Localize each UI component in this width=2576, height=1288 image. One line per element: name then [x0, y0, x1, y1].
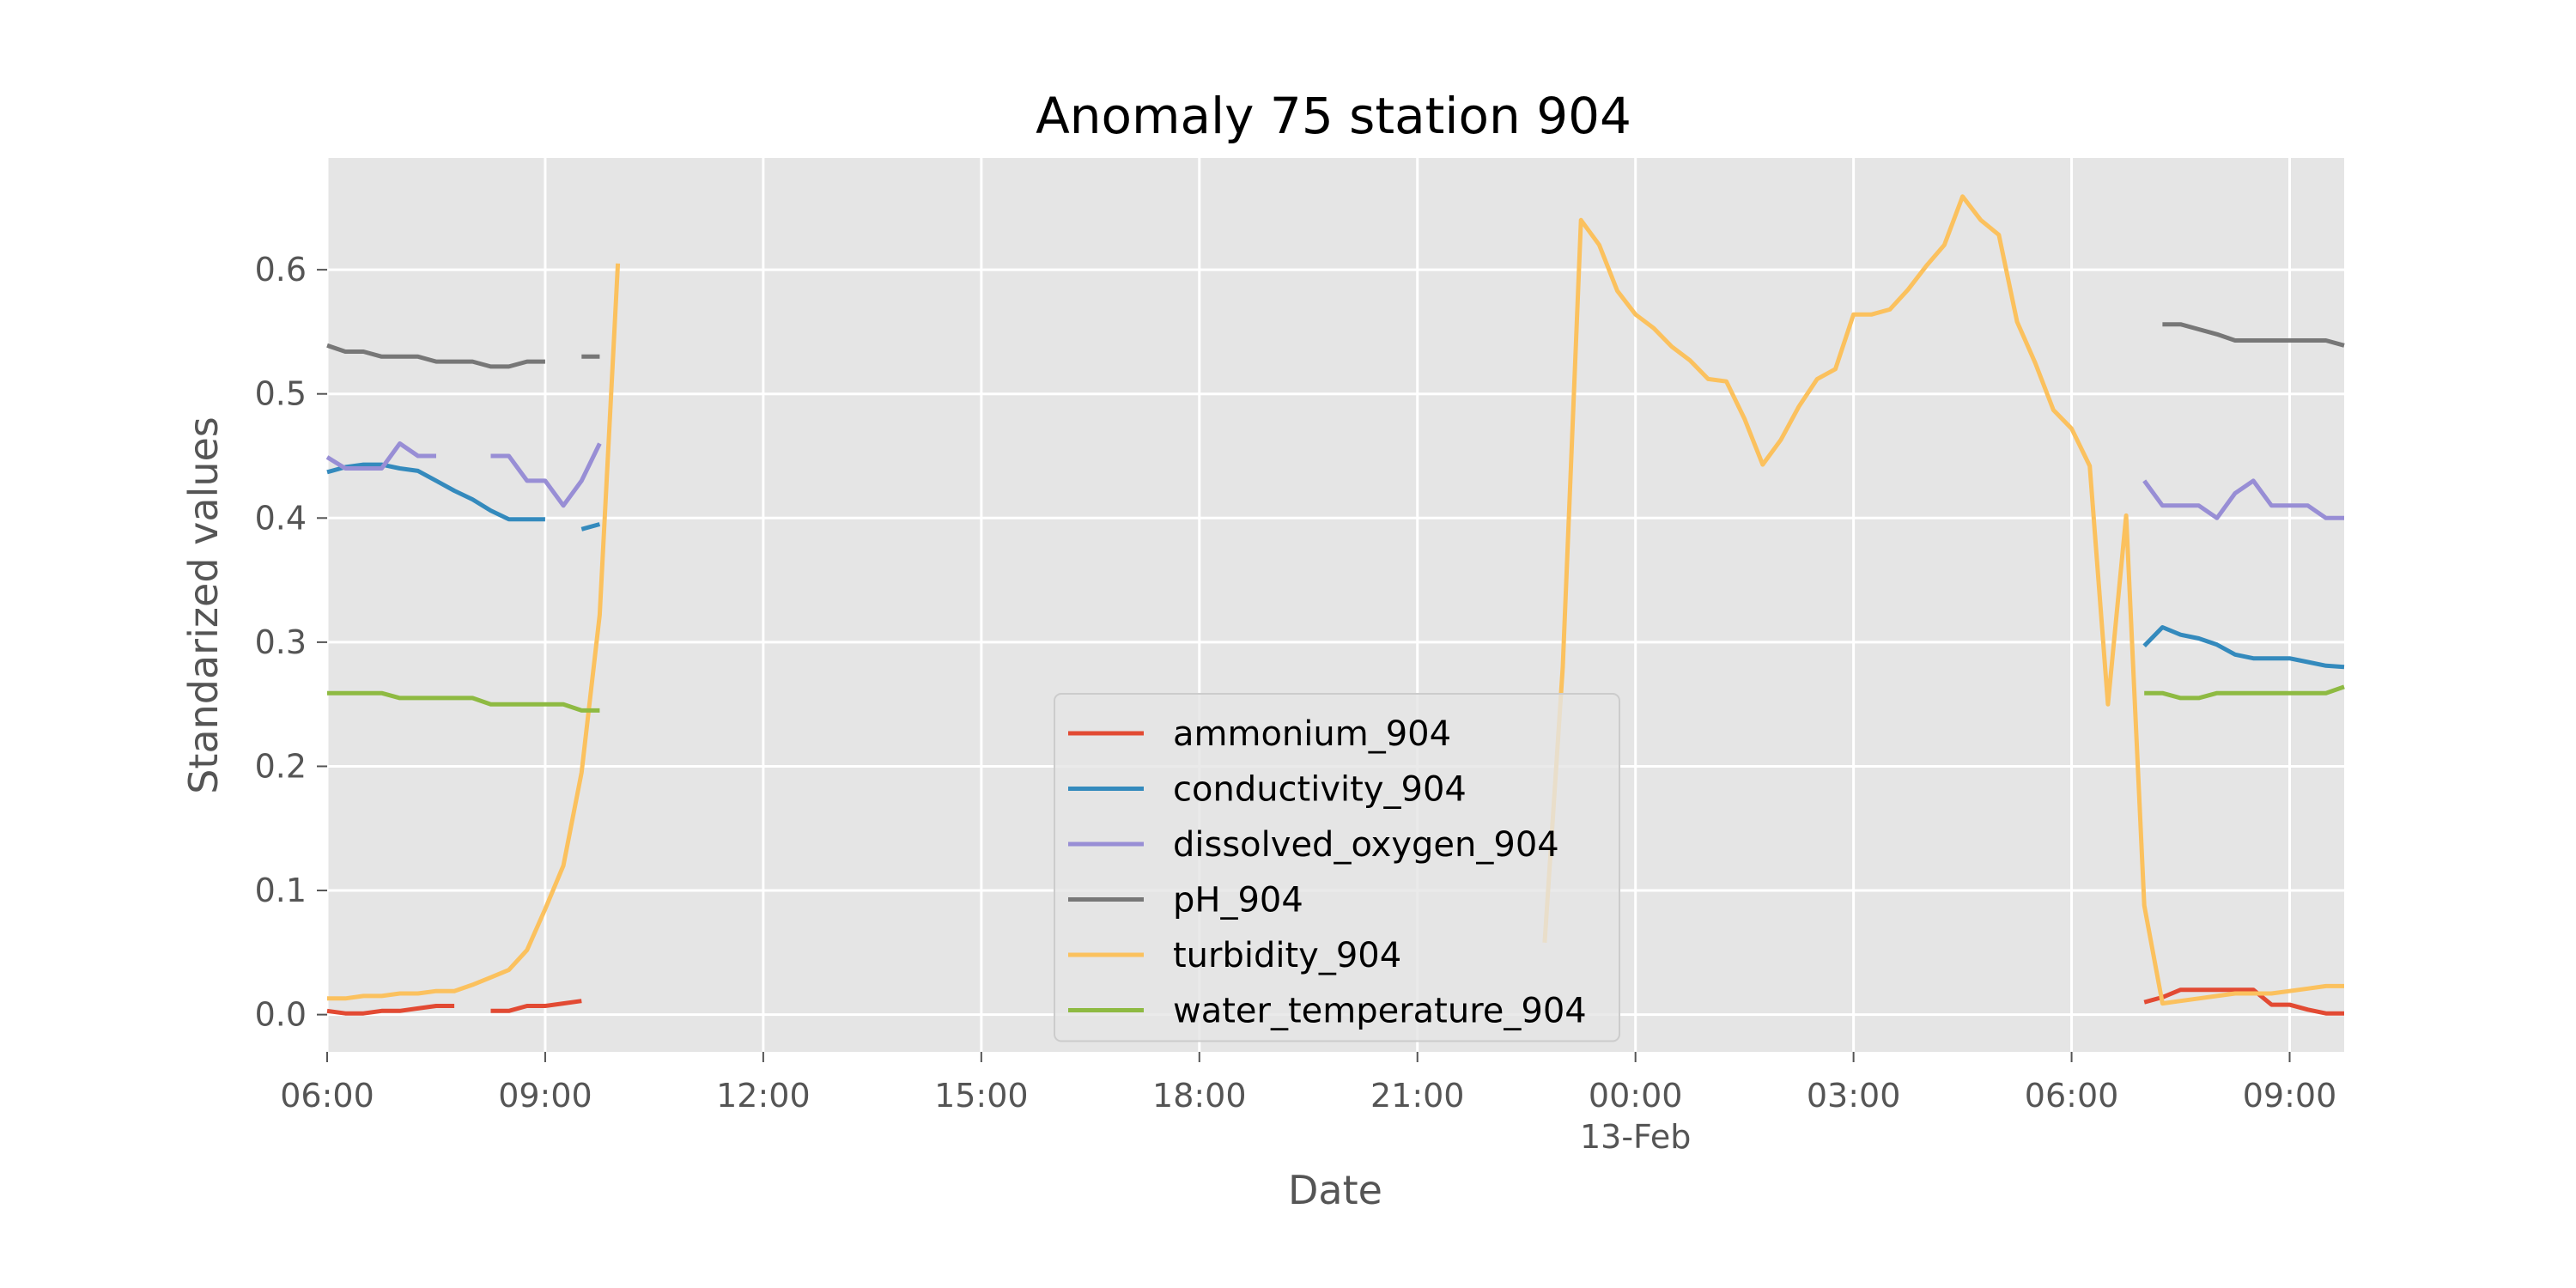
x-tick-label: 09:00 — [2243, 1077, 2337, 1115]
series-line-turbidity_904 — [327, 263, 621, 1001]
legend-label: turbidity_904 — [1173, 936, 1401, 975]
x-tick-label: 00:00 — [1589, 1077, 1683, 1115]
x-axis-label: Date — [1288, 1167, 1382, 1213]
x-tick-label: 15:00 — [934, 1077, 1029, 1115]
y-tick-label: 0.5 — [255, 375, 307, 413]
x-tick-sublabel: 13-Feb — [1580, 1118, 1691, 1156]
series-line-conductivity_904 — [326, 462, 545, 522]
legend-label: pH_904 — [1173, 881, 1303, 920]
x-tick-label: 03:00 — [1807, 1077, 1901, 1115]
legend-label: water_temperature_904 — [1173, 992, 1587, 1031]
series-line-ammonium_904 — [490, 999, 582, 1013]
chart-title: Anomaly 75 station 904 — [1036, 87, 1631, 145]
series-line-water_temperature_904 — [327, 690, 600, 713]
series-line-ammonium_904 — [326, 1004, 455, 1016]
x-tick-label: 09:00 — [498, 1077, 592, 1115]
y-tick-label: 0.3 — [255, 623, 307, 661]
legend-item: pH_904 — [1068, 881, 1303, 920]
series-line-dissolved_oxygen_904 — [490, 442, 602, 508]
legend-item: ammonium_904 — [1068, 714, 1451, 754]
series-line-dissolved_oxygen_904 — [325, 441, 436, 471]
series-line-water_temperature_904 — [2144, 684, 2345, 701]
series-line-dissolved_oxygen_904 — [2142, 478, 2344, 520]
legend-item: water_temperature_904 — [1068, 992, 1587, 1031]
y-tick-label: 0.0 — [255, 996, 307, 1034]
legend-label: ammonium_904 — [1173, 714, 1451, 754]
legend: ammonium_904 conductivity_904 dissolved_ox… — [1054, 693, 1620, 1042]
series-ammonium_904 — [326, 987, 2344, 1016]
legend-box — [1054, 693, 1620, 1042]
y-tick-label: 0.1 — [255, 872, 307, 909]
series-lines — [325, 194, 2345, 1016]
x-tick-label: 12:00 — [716, 1077, 811, 1115]
series-pH_904 — [326, 322, 2345, 369]
x-tick-label: 21:00 — [1370, 1077, 1465, 1115]
series-line-conductivity_904 — [580, 522, 601, 532]
legend-label: dissolved_oxygen_904 — [1173, 825, 1559, 865]
series-conductivity_904 — [326, 462, 2345, 670]
legend-label: conductivity_904 — [1173, 770, 1467, 810]
series-water_temperature_904 — [327, 684, 2345, 713]
x-tick-label: 06:00 — [280, 1077, 374, 1115]
legend-item: conductivity_904 — [1068, 770, 1467, 810]
y-axis-label: Standarized values — [180, 416, 227, 794]
series-line-pH_904 — [326, 343, 545, 369]
legend-item: turbidity_904 — [1068, 936, 1401, 975]
x-axis-ticks: 06:00 09:00 12:00 15:00 18:00 21:00 00:0013-Fe… — [280, 1052, 2336, 1156]
legend-item: dissolved_oxygen_904 — [1068, 825, 1559, 865]
series-line-turbidity_904 — [1542, 194, 2344, 1006]
series-line-conductivity_904 — [2142, 625, 2345, 670]
y-tick-label: 0.4 — [255, 499, 307, 537]
y-tick-label: 0.2 — [255, 747, 307, 785]
y-tick-label: 0.6 — [255, 251, 307, 289]
series-dissolved_oxygen_904 — [325, 441, 2344, 520]
x-tick-label: 18:00 — [1152, 1077, 1247, 1115]
y-axis-ticks: 0.0 0.1 0.2 0.3 0.4 0.5 0.6 — [255, 251, 327, 1034]
series-turbidity_904 — [327, 194, 2344, 1006]
x-tick-label: 06:00 — [2025, 1077, 2119, 1115]
series-line-pH_904 — [2162, 322, 2345, 348]
series-line-ammonium_904 — [2143, 987, 2344, 1016]
